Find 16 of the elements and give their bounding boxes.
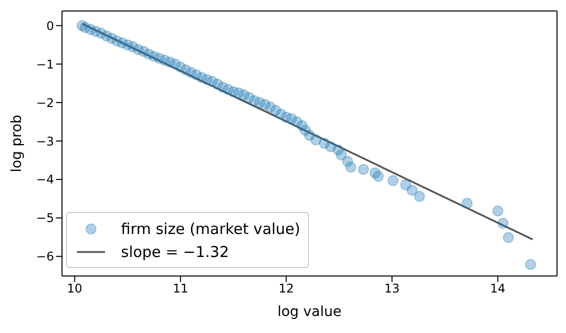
y-tick-label: −6 <box>36 250 54 264</box>
x-tick-label: 10 <box>67 282 82 296</box>
y-tick-label: −2 <box>36 96 54 110</box>
legend-label: slope = −1.32 <box>121 242 229 260</box>
y-tick-label: −3 <box>36 134 54 148</box>
legend-label: firm size (market value) <box>121 220 300 238</box>
x-tick-label: 13 <box>384 282 400 296</box>
y-tick-label: 0 <box>46 18 54 33</box>
y-tick-label: −1 <box>36 57 54 72</box>
x-tick-label: 12 <box>278 282 294 296</box>
x-tick-label: 14 <box>490 282 506 296</box>
x-axis-title: log value <box>277 304 342 320</box>
x-tick-label: 11 <box>172 282 188 296</box>
y-axis-title: log prob <box>8 114 25 172</box>
y-tick-label: −4 <box>36 172 54 187</box>
y-tick-label: −5 <box>36 211 54 226</box>
